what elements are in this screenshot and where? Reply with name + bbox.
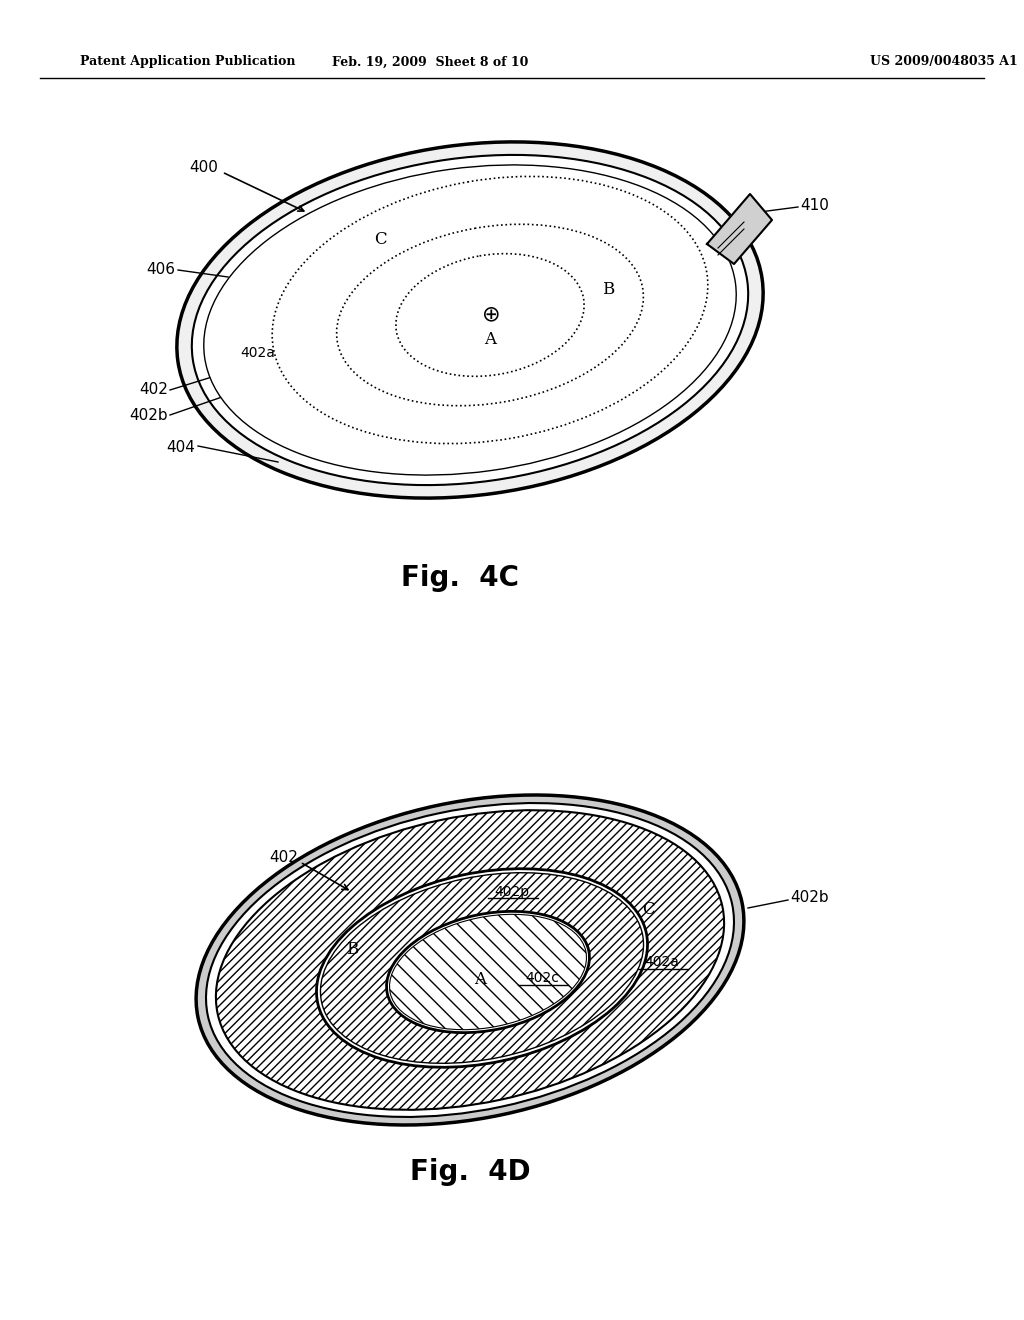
Text: 402c: 402c [525, 972, 559, 985]
Text: 402a: 402a [644, 954, 680, 969]
Text: C: C [374, 231, 386, 248]
Text: 402b: 402b [129, 408, 168, 422]
Text: B: B [602, 281, 614, 298]
Text: C: C [642, 902, 654, 919]
Ellipse shape [177, 143, 763, 498]
Ellipse shape [216, 810, 724, 1110]
Text: Fig.  4D: Fig. 4D [410, 1158, 530, 1185]
Text: 402b: 402b [790, 891, 828, 906]
Text: 402p: 402p [495, 884, 529, 899]
Text: Fig.  4C: Fig. 4C [401, 564, 519, 591]
Text: 404: 404 [166, 441, 195, 455]
Text: Feb. 19, 2009  Sheet 8 of 10: Feb. 19, 2009 Sheet 8 of 10 [332, 55, 528, 69]
Text: US 2009/0048035 A1: US 2009/0048035 A1 [870, 55, 1018, 69]
Ellipse shape [204, 165, 736, 475]
Text: Patent Application Publication: Patent Application Publication [80, 55, 296, 69]
Ellipse shape [386, 911, 590, 1032]
Text: 402: 402 [139, 383, 168, 397]
Text: 402: 402 [269, 850, 298, 866]
Ellipse shape [197, 795, 743, 1125]
Text: $\oplus$: $\oplus$ [480, 305, 500, 325]
Ellipse shape [321, 873, 643, 1064]
Text: 406: 406 [146, 263, 175, 277]
Text: A: A [484, 331, 496, 348]
Text: 410: 410 [800, 198, 828, 213]
Polygon shape [707, 194, 772, 264]
Ellipse shape [206, 803, 734, 1117]
Text: 400: 400 [189, 161, 218, 176]
Text: B: B [346, 941, 358, 958]
Ellipse shape [389, 915, 587, 1030]
Ellipse shape [191, 154, 749, 484]
Text: 402a: 402a [241, 346, 275, 360]
Ellipse shape [316, 869, 647, 1068]
Text: A: A [474, 972, 486, 989]
